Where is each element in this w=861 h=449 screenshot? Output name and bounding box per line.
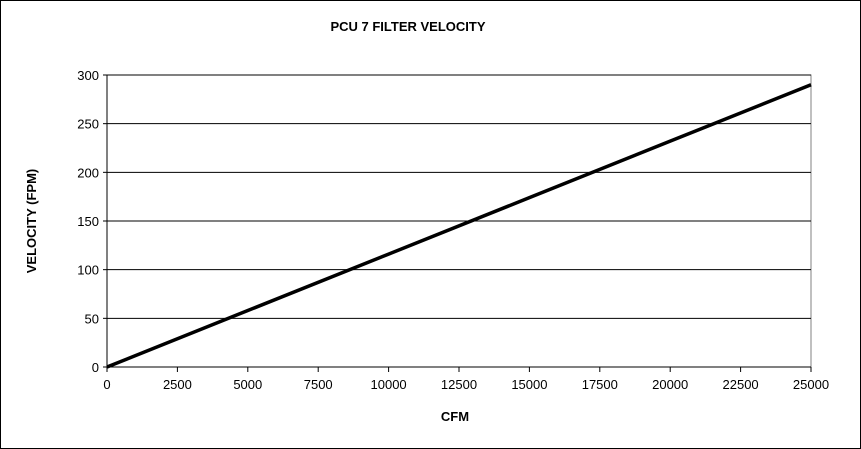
- x-tick-label: 15000: [511, 377, 547, 392]
- x-axis-label: CFM: [441, 409, 469, 424]
- y-tick-label: 0: [92, 360, 99, 375]
- y-tick-label: 300: [77, 68, 99, 83]
- x-tick-label: 10000: [371, 377, 407, 392]
- y-tick-label: 150: [77, 214, 99, 229]
- chart-title: PCU 7 FILTER VELOCITY: [330, 19, 485, 34]
- y-tick-label: 100: [77, 263, 99, 278]
- y-tick-label: 250: [77, 117, 99, 132]
- x-tick-label: 2500: [163, 377, 192, 392]
- x-tick-label: 25000: [793, 377, 829, 392]
- x-tick-label: 20000: [652, 377, 688, 392]
- y-axis-label: VELOCITY (FPM): [24, 169, 39, 273]
- x-tick-label: 22500: [723, 377, 759, 392]
- y-tick-label: 200: [77, 165, 99, 180]
- series-line: [106, 83, 812, 369]
- x-tick-label: 0: [103, 377, 110, 392]
- x-tick-label: 5000: [233, 377, 262, 392]
- y-tick-label: 50: [85, 311, 99, 326]
- x-tick-label: 7500: [304, 377, 333, 392]
- x-tick-label: 12500: [441, 377, 477, 392]
- x-tick-label: 17500: [582, 377, 618, 392]
